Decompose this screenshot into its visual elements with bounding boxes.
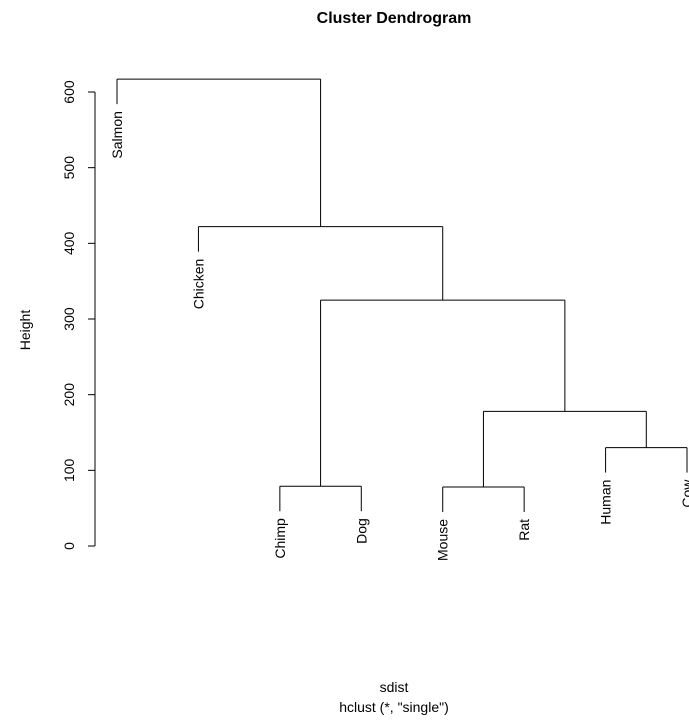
chart-title: Cluster Dendrogram: [317, 10, 472, 27]
leaf-label-dog: Dog: [353, 518, 369, 544]
y-tick-label-400: 400: [61, 231, 77, 255]
dendrogram-branches: [116, 78, 688, 512]
y-tick-label-0: 0: [61, 542, 77, 550]
y-axis: 0 100 200 300 400 500 600: [61, 80, 96, 550]
y-tick-label-500: 500: [61, 156, 77, 180]
leaf-label-rat: Rat: [516, 519, 532, 541]
y-tick-label-600: 600: [61, 80, 77, 104]
leaf-label-chimp: Chimp: [272, 518, 288, 559]
y-tick-label-300: 300: [61, 307, 77, 331]
x-axis-label: sdist: [380, 679, 409, 695]
leaf-label-mouse: Mouse: [435, 519, 451, 561]
y-tick-label-100: 100: [61, 458, 77, 482]
leaf-label-chicken: Chicken: [190, 259, 206, 310]
leaf-labels: Salmon Chicken Chimp Dog Mouse Rat Human Cow: [109, 111, 689, 561]
x-axis-subtitle: hclust (*, "single"): [339, 699, 449, 715]
leaf-label-cow: Cow: [679, 479, 689, 508]
y-axis-label: Height: [17, 310, 33, 351]
y-tick-label-200: 200: [61, 383, 77, 407]
leaf-label-human: Human: [598, 480, 614, 525]
leaf-label-salmon: Salmon: [109, 111, 125, 158]
